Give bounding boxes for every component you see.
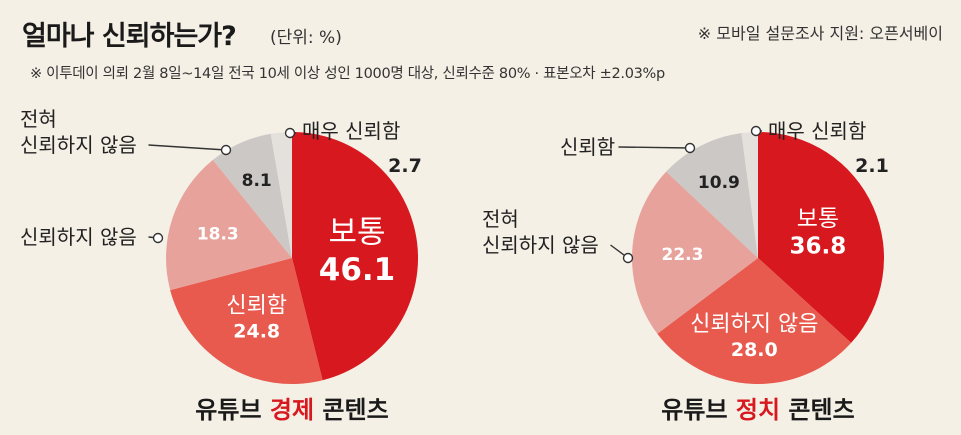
slice-value-label: 46.1 — [319, 252, 396, 288]
pie-slice — [292, 132, 419, 381]
slice-value-label: 10.9 — [698, 173, 740, 193]
slice-name-label: 보통 — [328, 215, 385, 251]
slice-name-label: 신뢰함 — [560, 135, 615, 159]
leader-dot — [684, 142, 696, 154]
unit-label: (단위: %) — [270, 28, 342, 48]
slice-value-label: 18.3 — [197, 225, 239, 245]
slice-value-label: 8.1 — [242, 171, 272, 191]
leader-dot — [220, 144, 232, 156]
pie-slice — [657, 258, 852, 385]
chart-title: 유튜브 경제 콘텐츠 — [195, 396, 388, 424]
leader-dot — [750, 125, 762, 137]
pie-slice — [631, 171, 758, 334]
slice-name-label: 신뢰하지 않음 — [482, 233, 599, 257]
pie-slice — [758, 132, 884, 343]
slice-name-label: 전혀 — [482, 207, 519, 231]
slice-name-label: 신뢰함 — [226, 293, 287, 318]
leader-dot — [152, 232, 164, 244]
leader-dot — [284, 127, 296, 139]
pie-slice — [666, 133, 758, 258]
slice-value-label: 22.3 — [662, 245, 704, 265]
slice-value-label: 2.7 — [388, 155, 422, 177]
leader-dot — [622, 252, 634, 264]
leader-line — [148, 144, 227, 151]
slice-value-label: 2.1 — [855, 155, 889, 177]
slice-name-label: 매우 신뢰함 — [768, 119, 866, 143]
pie-slice — [741, 132, 758, 258]
pie-slice — [212, 133, 292, 258]
slice-name-label: 신뢰하지 않음 — [20, 133, 137, 157]
slice-name-label: 신뢰하지 않음 — [690, 312, 818, 337]
pie-slice — [170, 258, 323, 385]
slice-name-label: 보통 — [797, 206, 839, 232]
pie-slice — [166, 159, 292, 291]
slice-name-label: 매우 신뢰함 — [302, 119, 400, 143]
page-title: 얼마나 신뢰하는가? — [22, 21, 237, 52]
source-label: ※ 모바일 설문조사 지원: 오픈서베이 — [697, 24, 943, 43]
slice-value-label: 28.0 — [731, 339, 778, 361]
slice-value-label: 24.8 — [233, 321, 280, 343]
leader-line — [618, 146, 691, 149]
pie-slice — [270, 132, 292, 258]
survey-note: ※ 이투데이 의뢰 2월 8일~14일 전국 10세 이상 성인 1000명 대… — [30, 66, 665, 82]
slice-value-label: 36.8 — [790, 234, 847, 260]
chart-title: 유튜브 정치 콘텐츠 — [661, 396, 854, 424]
slice-name-label: 신뢰하지 않음 — [20, 225, 137, 249]
slice-name-label: 전혀 — [20, 107, 57, 131]
